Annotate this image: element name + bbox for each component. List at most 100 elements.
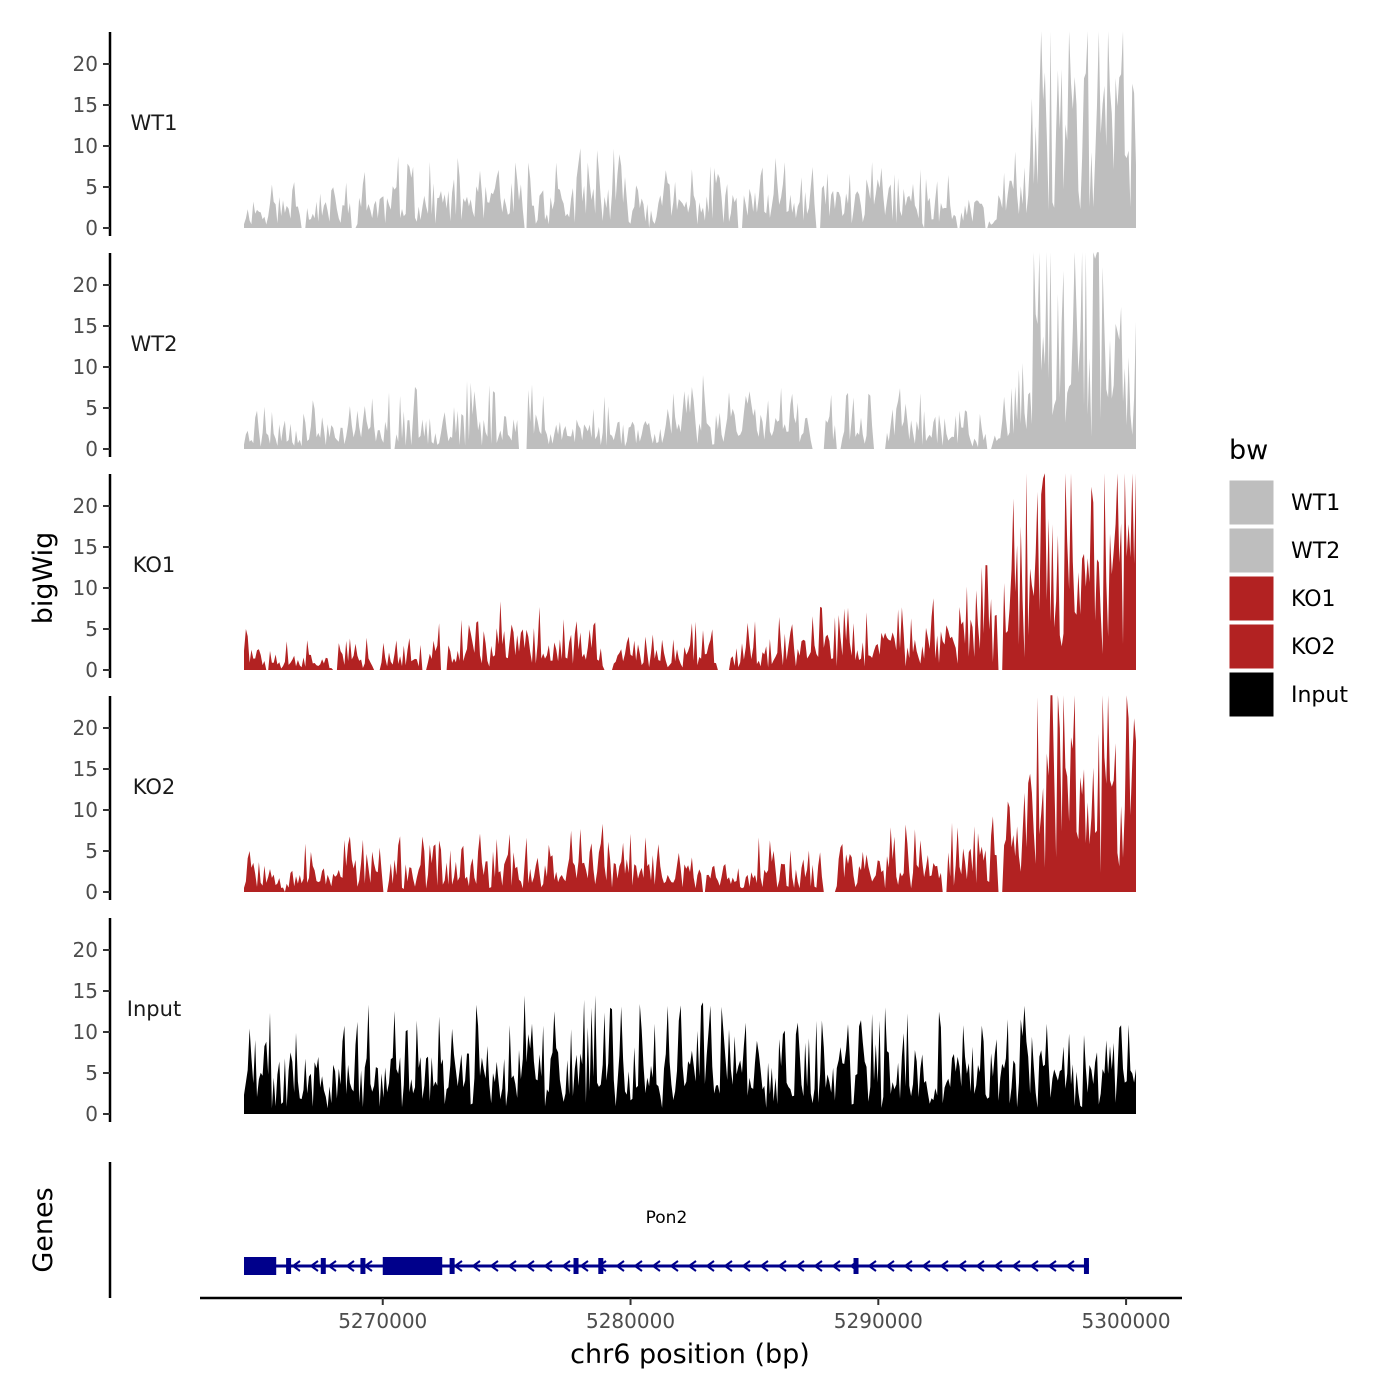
gene-model-pon2 (244, 1257, 1089, 1275)
strand-arrow (1011, 1260, 1021, 1272)
y-tick-label: 5 (85, 617, 98, 641)
legend-swatch-ko1 (1228, 575, 1275, 622)
strand-arrow (453, 1260, 463, 1272)
strand-arrow (687, 1260, 697, 1272)
y-tick-label: 10 (73, 355, 98, 379)
strand-arrow (489, 1260, 499, 1272)
gene-exon-small (853, 1258, 859, 1274)
gene-exon (244, 1257, 277, 1275)
legend-swatch-input (1228, 671, 1275, 718)
strand-arrow (1065, 1260, 1075, 1272)
y-tick-label: 0 (85, 1102, 98, 1126)
y-tick-label: 5 (85, 396, 98, 420)
track-wt2: 0 5 10 15 20 WT2 (73, 252, 1136, 461)
y-tick-label: 0 (85, 880, 98, 904)
legend-label-ko2: KO2 (1291, 635, 1336, 660)
strand-arrow (741, 1260, 751, 1272)
coverage-area-wt2 (244, 252, 1136, 449)
x-axis-title: chr6 position (bp) (570, 1339, 810, 1370)
strand-arrow (345, 1260, 355, 1272)
gene-exon-small (320, 1258, 326, 1274)
legend-label-wt2: WT2 (1291, 539, 1340, 564)
gene-exon-small (598, 1258, 604, 1274)
legend-label-ko1: KO1 (1291, 587, 1336, 612)
strand-arrow (831, 1260, 841, 1272)
track-label-ko1: KO1 (133, 553, 176, 577)
track-label-wt2: WT2 (131, 332, 178, 356)
y-tick-label: 0 (85, 216, 98, 240)
strand-arrow (651, 1260, 661, 1272)
strand-arrow (849, 1260, 859, 1272)
track-wt1: 0 5 10 15 20 WT1 (73, 31, 1136, 240)
track-label-ko2: KO2 (133, 775, 176, 799)
y-axis-title: bigWig (28, 532, 59, 625)
y-tick-label: 15 (73, 314, 98, 338)
strand-arrow (615, 1260, 625, 1272)
gene-exon-small (360, 1258, 366, 1274)
x-tick-label: 5280000 (586, 1309, 675, 1333)
strand-arrow (507, 1260, 517, 1272)
strand-arrow (309, 1260, 319, 1272)
strand-arrow (957, 1260, 967, 1272)
strand-arrow (975, 1260, 985, 1272)
legend-swatch-wt2 (1228, 527, 1275, 574)
strand-arrow (327, 1260, 337, 1272)
y-tick-label: 10 (73, 576, 98, 600)
coverage-area-ko1 (244, 473, 1136, 670)
gene-exon-small (286, 1258, 292, 1274)
coverage-area-wt1 (244, 31, 1136, 229)
strand-arrow (543, 1260, 553, 1272)
track-input: 0 5 10 15 20 Input (73, 918, 1136, 1126)
x-tick-label: 5290000 (834, 1309, 923, 1333)
strand-arrow (471, 1260, 481, 1272)
y-tick-label: 15 (73, 979, 98, 1003)
track-ko2: 0 5 10 15 20 KO2 (73, 695, 1136, 904)
strand-arrow (759, 1260, 769, 1272)
y-tick-label: 5 (85, 175, 98, 199)
y-tick-label: 15 (73, 757, 98, 781)
strand-arrow (597, 1260, 607, 1272)
strand-arrow (795, 1260, 805, 1272)
genes-track-label: Genes (28, 1187, 59, 1272)
gene-exon-small (1083, 1258, 1089, 1274)
y-tick-label: 10 (73, 798, 98, 822)
legend-swatch-ko2 (1228, 623, 1275, 670)
strand-arrow (867, 1260, 877, 1272)
strand-arrow (705, 1260, 715, 1272)
y-tick-label: 15 (73, 93, 98, 117)
strand-arrow (1029, 1260, 1039, 1272)
strand-arrow (921, 1260, 931, 1272)
legend-title: bw (1229, 435, 1268, 466)
y-tick-label: 0 (85, 658, 98, 682)
strand-arrow (561, 1260, 571, 1272)
strand-arrow (885, 1260, 895, 1272)
coverage-area-ko2 (244, 695, 1136, 892)
strand-arrow (633, 1260, 643, 1272)
strand-arrow (813, 1260, 823, 1272)
y-tick-label: 5 (85, 839, 98, 863)
y-tick-label: 10 (73, 1020, 98, 1044)
strand-arrow (939, 1260, 949, 1272)
y-tick-label: 15 (73, 535, 98, 559)
strand-arrow (669, 1260, 679, 1272)
strand-arrow (723, 1260, 733, 1272)
y-tick-label: 20 (73, 716, 98, 740)
track-label-input: Input (127, 997, 181, 1021)
strand-arrow (903, 1260, 913, 1272)
gene-name-label: Pon2 (646, 1208, 688, 1228)
legend-keys: WT1 WT2 KO1 KO2 Input (1228, 479, 1348, 718)
y-tick-label: 20 (73, 273, 98, 297)
y-tick-label: 20 (73, 494, 98, 518)
strand-arrow (993, 1260, 1003, 1272)
legend-label-input: Input (1291, 683, 1348, 708)
legend-swatch-wt1 (1228, 479, 1275, 526)
y-tick-label: 20 (73, 52, 98, 76)
y-tick-label: 10 (73, 134, 98, 158)
gene-exon (382, 1257, 443, 1275)
legend-label-wt1: WT1 (1291, 491, 1340, 516)
x-axis: 5270000 5280000 5290000 5300000 chr6 positi… (200, 1296, 1182, 1370)
y-tick-label: 0 (85, 437, 98, 461)
track-ko1: 0 5 10 15 20 KO1 (73, 473, 1136, 682)
genes-panel: Genes Pon2 (28, 1162, 1089, 1298)
